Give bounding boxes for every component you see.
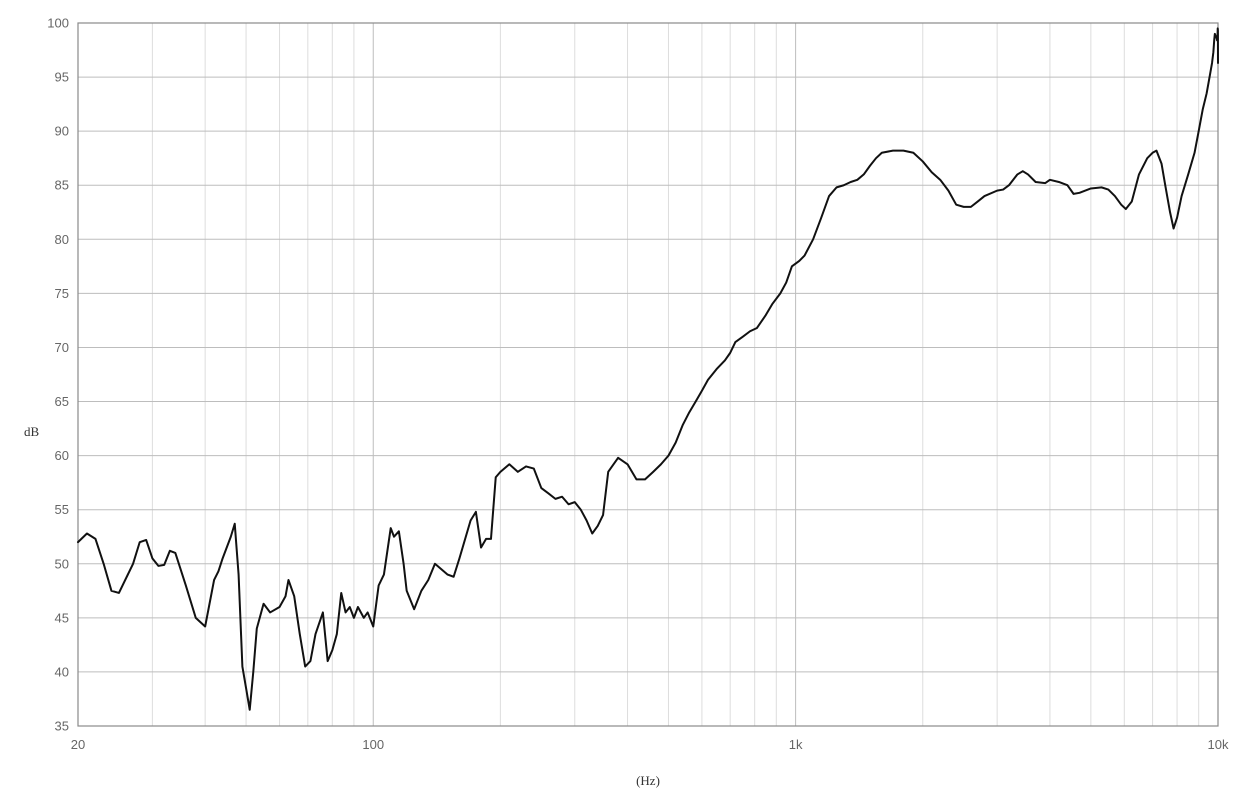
- y-tick-label: 45: [55, 610, 69, 625]
- y-tick-label: 100: [47, 16, 69, 31]
- y-tick-label: 90: [55, 124, 69, 139]
- y-tick-label: 80: [55, 232, 69, 247]
- y-axis-ticks: 35 40 45 50 55 60 65 70 75 80 85 90 95 100: [47, 16, 69, 734]
- x-tick-label: 10k: [1208, 737, 1229, 752]
- x-axis-ticks: 20 100 1k 10k: [71, 737, 1229, 752]
- x-tick-label: 20: [71, 737, 85, 752]
- series-layer: [77, 27, 1219, 711]
- y-tick-label: 50: [55, 556, 69, 571]
- x-tick-label: 1k: [789, 737, 803, 752]
- plot-frame: [77, 22, 1219, 727]
- response-curve: [77, 27, 1219, 711]
- y-tick-label: 95: [55, 70, 69, 85]
- y-tick-label: 60: [55, 448, 69, 463]
- y-tick-label: 85: [55, 178, 69, 193]
- y-tick-label: 55: [55, 502, 69, 517]
- x-tick-label: 100: [362, 737, 384, 752]
- grid: [77, 22, 1219, 727]
- y-tick-label: 35: [55, 719, 69, 734]
- y-axis-label: dB: [24, 424, 40, 439]
- y-tick-label: 75: [55, 286, 69, 301]
- x-axis-label: (Hz): [636, 773, 660, 788]
- y-tick-label: 70: [55, 340, 69, 355]
- y-tick-label: 40: [55, 664, 69, 679]
- y-tick-label: 65: [55, 394, 69, 409]
